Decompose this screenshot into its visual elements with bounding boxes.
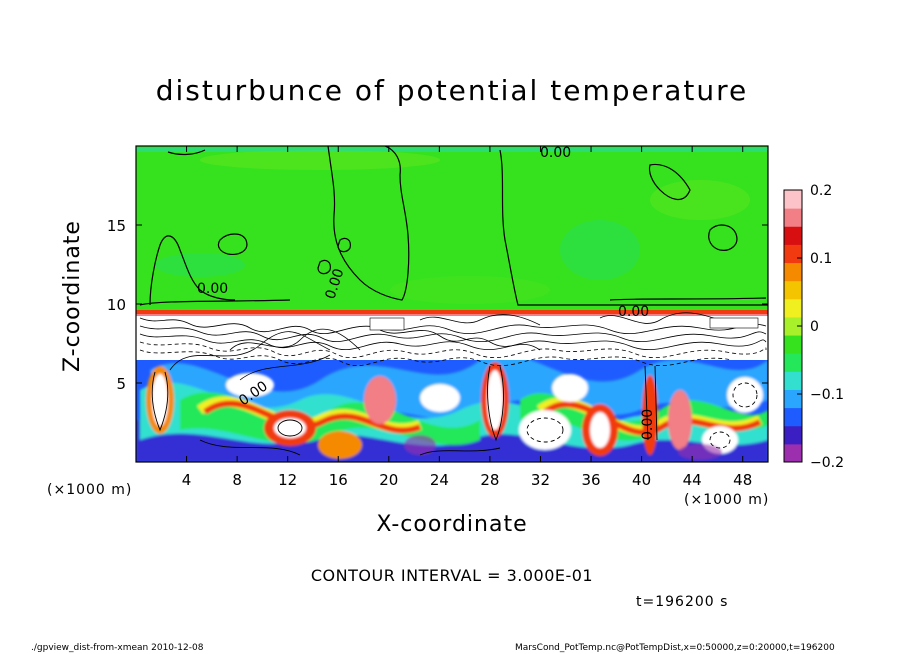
colorbar-segment [784, 425, 802, 445]
x-tick-label: 8 [232, 471, 242, 489]
x-tick-label: 44 [683, 471, 702, 489]
x-tick-label: 24 [430, 471, 449, 489]
y-tick-label: 15 [107, 217, 126, 235]
contour-labels: 0.00 0.00 0.00 0.00 0.00 0.00 [197, 145, 656, 440]
x-tick-label: 36 [581, 471, 600, 489]
colorbar-segment [784, 226, 802, 245]
colorbar-segment [784, 262, 802, 282]
colorbar-segment [784, 298, 802, 318]
colorbar-segment [784, 280, 802, 300]
contour-label: 0.00 [618, 304, 649, 320]
colorbar-segment [784, 335, 802, 354]
time-stamp: t=196200 s [636, 594, 729, 610]
y-axis: 5 10 15 [107, 217, 768, 393]
colorbar-tick-label: −0.2 [810, 455, 844, 471]
contour-interval-note: CONTOUR INTERVAL = 3.000E-01 [310, 566, 594, 585]
x-tick-label: 32 [531, 471, 550, 489]
y-tick-label: 10 [107, 296, 126, 314]
y-tick-label: 5 [116, 375, 126, 393]
colorbar-tick-label: −0.1 [810, 387, 844, 403]
heatmap-field [136, 146, 768, 462]
colorbar-segment [784, 353, 802, 372]
colorbar-segment [784, 316, 802, 336]
colorbar-segment [784, 190, 802, 209]
x-tick-label: 40 [632, 471, 651, 489]
colorbar-tick-label: 0.1 [810, 251, 832, 267]
x-tick-label: 16 [329, 471, 348, 489]
footer-script-info: ./gpview_dist-from-xmean 2010-12-08 [31, 643, 204, 653]
x-tick-label: 28 [480, 471, 499, 489]
x-axis-unit-left: (×1000 m) [47, 482, 133, 498]
contour-label: 0.00 [640, 409, 656, 440]
contour-label: 0.00 [197, 281, 228, 297]
colorbar-segment [784, 244, 802, 264]
x-axis-unit-right: (×1000 m) [684, 492, 770, 508]
colorbar-tick-label: 0 [810, 319, 819, 335]
colorbar-segment [784, 208, 802, 227]
colorbar-segment [784, 371, 802, 390]
colorbar-segment [784, 389, 802, 409]
footer-data-source: MarsCond_PotTemp.nc@PotTempDist,x=0:5000… [515, 643, 835, 653]
x-axis-label: X-coordinate [376, 512, 528, 537]
x-tick-label: 4 [182, 471, 192, 489]
colorbar-segment [784, 443, 802, 463]
colorbar: 0.2 0.1 0 −0.1 −0.2 [783, 183, 844, 471]
chart-title: disturbunce of potential temperature [155, 74, 749, 107]
x-tick-label: 12 [278, 471, 297, 489]
x-axis: 4 8 12 16 20 24 28 32 36 40 44 48 [182, 146, 752, 489]
colorbar-tick-label: 0.2 [810, 183, 832, 199]
colorbar-segment [784, 407, 802, 427]
x-tick-label: 20 [379, 471, 398, 489]
x-tick-label: 48 [733, 471, 752, 489]
contour-label: 0.00 [540, 145, 571, 161]
